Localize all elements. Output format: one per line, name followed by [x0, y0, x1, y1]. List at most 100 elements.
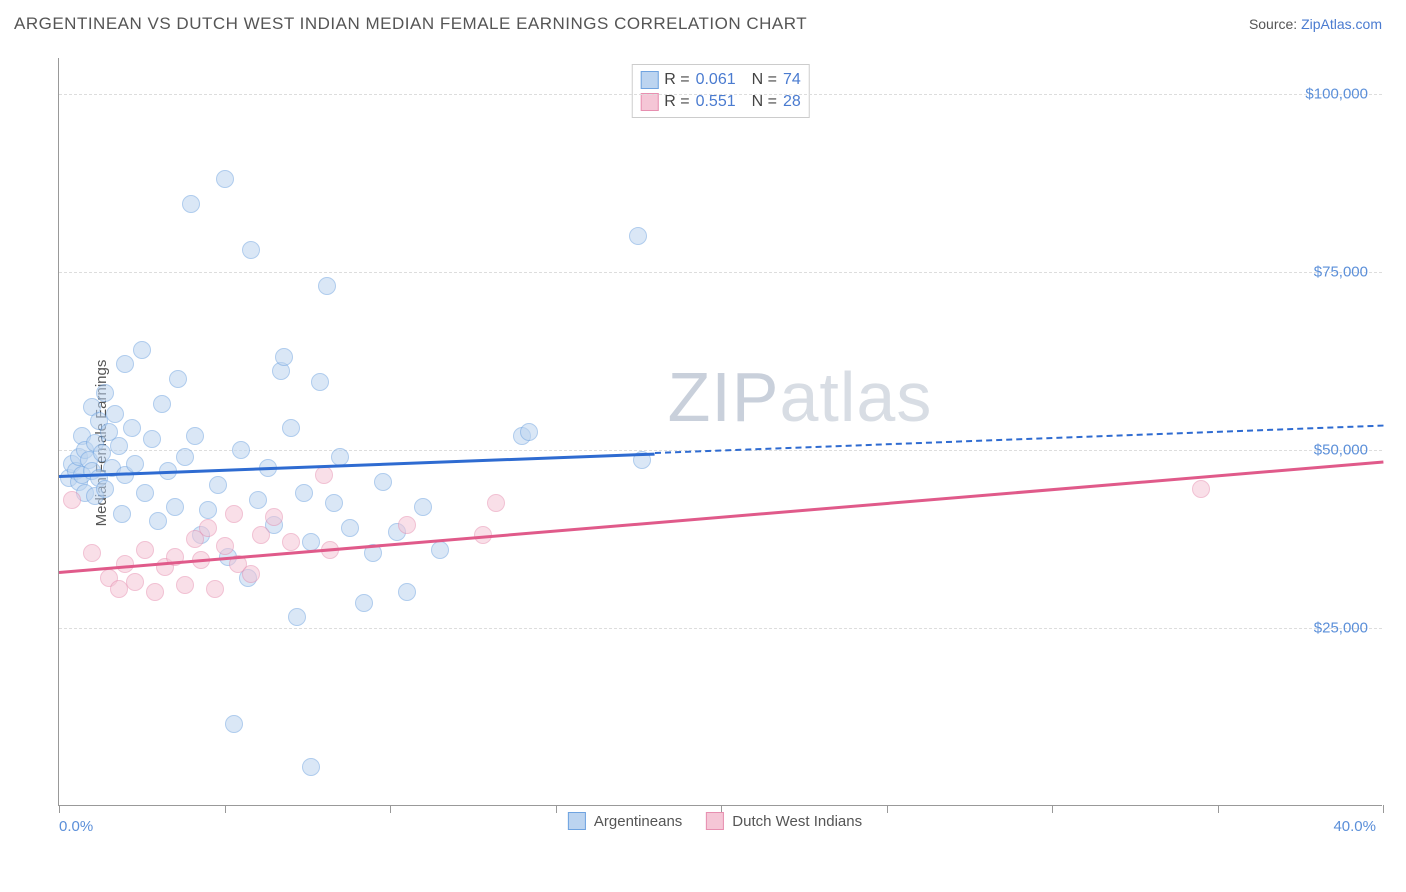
scatter-point — [355, 594, 373, 612]
scatter-point — [225, 715, 243, 733]
scatter-point — [249, 491, 267, 509]
scatter-point — [96, 384, 114, 402]
y-tick-label: $50,000 — [1314, 441, 1368, 458]
legend-n-label: N = — [752, 93, 777, 111]
scatter-point — [288, 608, 306, 626]
scatter-point — [398, 516, 416, 534]
scatter-point — [106, 405, 124, 423]
legend-r-label: R = — [664, 93, 689, 111]
x-tick — [1218, 805, 1219, 813]
x-tick — [225, 805, 226, 813]
scatter-point — [113, 505, 131, 523]
legend-stats: R = 0.061 N = 74 R = 0.551 N = 28 — [631, 64, 810, 118]
legend-n-value: 28 — [783, 93, 801, 111]
scatter-point — [146, 583, 164, 601]
x-tick-label: 40.0% — [1333, 818, 1376, 835]
scatter-point — [398, 583, 416, 601]
scatter-point — [63, 491, 81, 509]
legend-series-label: Dutch West Indians — [732, 813, 862, 830]
legend-r-value: 0.061 — [696, 71, 736, 89]
x-tick — [1052, 805, 1053, 813]
x-tick — [390, 805, 391, 813]
scatter-point — [629, 227, 647, 245]
scatter-point — [166, 498, 184, 516]
legend-r-label: R = — [664, 71, 689, 89]
y-tick-label: $100,000 — [1305, 85, 1368, 102]
scatter-point — [153, 395, 171, 413]
scatter-point — [252, 526, 270, 544]
scatter-point — [318, 277, 336, 295]
scatter-point — [110, 580, 128, 598]
scatter-point — [325, 494, 343, 512]
scatter-point — [206, 580, 224, 598]
trend-line — [59, 452, 655, 477]
legend-r-value: 0.551 — [696, 93, 736, 111]
watermark-light: atlas — [779, 358, 932, 436]
x-tick-label: 0.0% — [59, 818, 93, 835]
legend-n-value: 74 — [783, 71, 801, 89]
scatter-point — [216, 537, 234, 555]
y-tick-label: $75,000 — [1314, 263, 1368, 280]
legend-series-item: Argentineans — [568, 812, 682, 830]
scatter-point — [143, 430, 161, 448]
scatter-point — [136, 541, 154, 559]
scatter-point — [133, 341, 151, 359]
trend-line — [59, 460, 1383, 573]
scatter-point — [225, 505, 243, 523]
scatter-point — [282, 419, 300, 437]
scatter-point — [302, 758, 320, 776]
gridline — [59, 272, 1382, 273]
scatter-point — [520, 423, 538, 441]
legend-swatch — [640, 71, 658, 89]
scatter-point — [242, 565, 260, 583]
chart-title: ARGENTINEAN VS DUTCH WEST INDIAN MEDIAN … — [14, 14, 807, 34]
scatter-point — [295, 484, 313, 502]
watermark-bold: ZIP — [668, 358, 780, 436]
scatter-point — [116, 355, 134, 373]
legend-series: Argentineans Dutch West Indians — [568, 812, 862, 830]
scatter-point — [83, 544, 101, 562]
scatter-point — [199, 519, 217, 537]
scatter-point — [182, 195, 200, 213]
scatter-point — [242, 241, 260, 259]
scatter-point — [116, 555, 134, 573]
legend-n-label: N = — [752, 71, 777, 89]
scatter-point — [311, 373, 329, 391]
legend-swatch — [706, 812, 724, 830]
scatter-point — [123, 419, 141, 437]
source-link[interactable]: ZipAtlas.com — [1301, 16, 1382, 32]
chart-container: Median Female Earnings ZIPatlas R =0.061… — [48, 58, 1382, 828]
scatter-point — [431, 541, 449, 559]
source-prefix: Source: — [1249, 16, 1301, 32]
scatter-point — [209, 476, 227, 494]
scatter-point — [374, 473, 392, 491]
gridline — [59, 94, 1382, 95]
scatter-point — [414, 498, 432, 516]
scatter-point — [126, 455, 144, 473]
x-tick — [556, 805, 557, 813]
x-tick — [1383, 805, 1384, 813]
scatter-point — [176, 576, 194, 594]
legend-stats-row: R = 0.061 N = 74 — [640, 69, 801, 91]
scatter-point — [110, 437, 128, 455]
scatter-point — [186, 427, 204, 445]
y-tick-label: $25,000 — [1314, 619, 1368, 636]
plot-area: ZIPatlas R = 0.061 N = 74 R = 0.551 N = 28 $25,… — [58, 58, 1382, 806]
scatter-point — [1192, 480, 1210, 498]
watermark: ZIPatlas — [668, 357, 933, 437]
scatter-point — [265, 508, 283, 526]
scatter-point — [199, 501, 217, 519]
x-tick — [59, 805, 60, 813]
scatter-point — [96, 480, 114, 498]
scatter-point — [126, 573, 144, 591]
legend-swatch — [640, 93, 658, 111]
scatter-point — [315, 466, 333, 484]
x-tick — [887, 805, 888, 813]
legend-swatch — [568, 812, 586, 830]
scatter-point — [275, 348, 293, 366]
scatter-point — [136, 484, 154, 502]
legend-series-item: Dutch West Indians — [706, 812, 862, 830]
gridline — [59, 628, 1382, 629]
legend-series-label: Argentineans — [594, 813, 682, 830]
scatter-point — [282, 533, 300, 551]
